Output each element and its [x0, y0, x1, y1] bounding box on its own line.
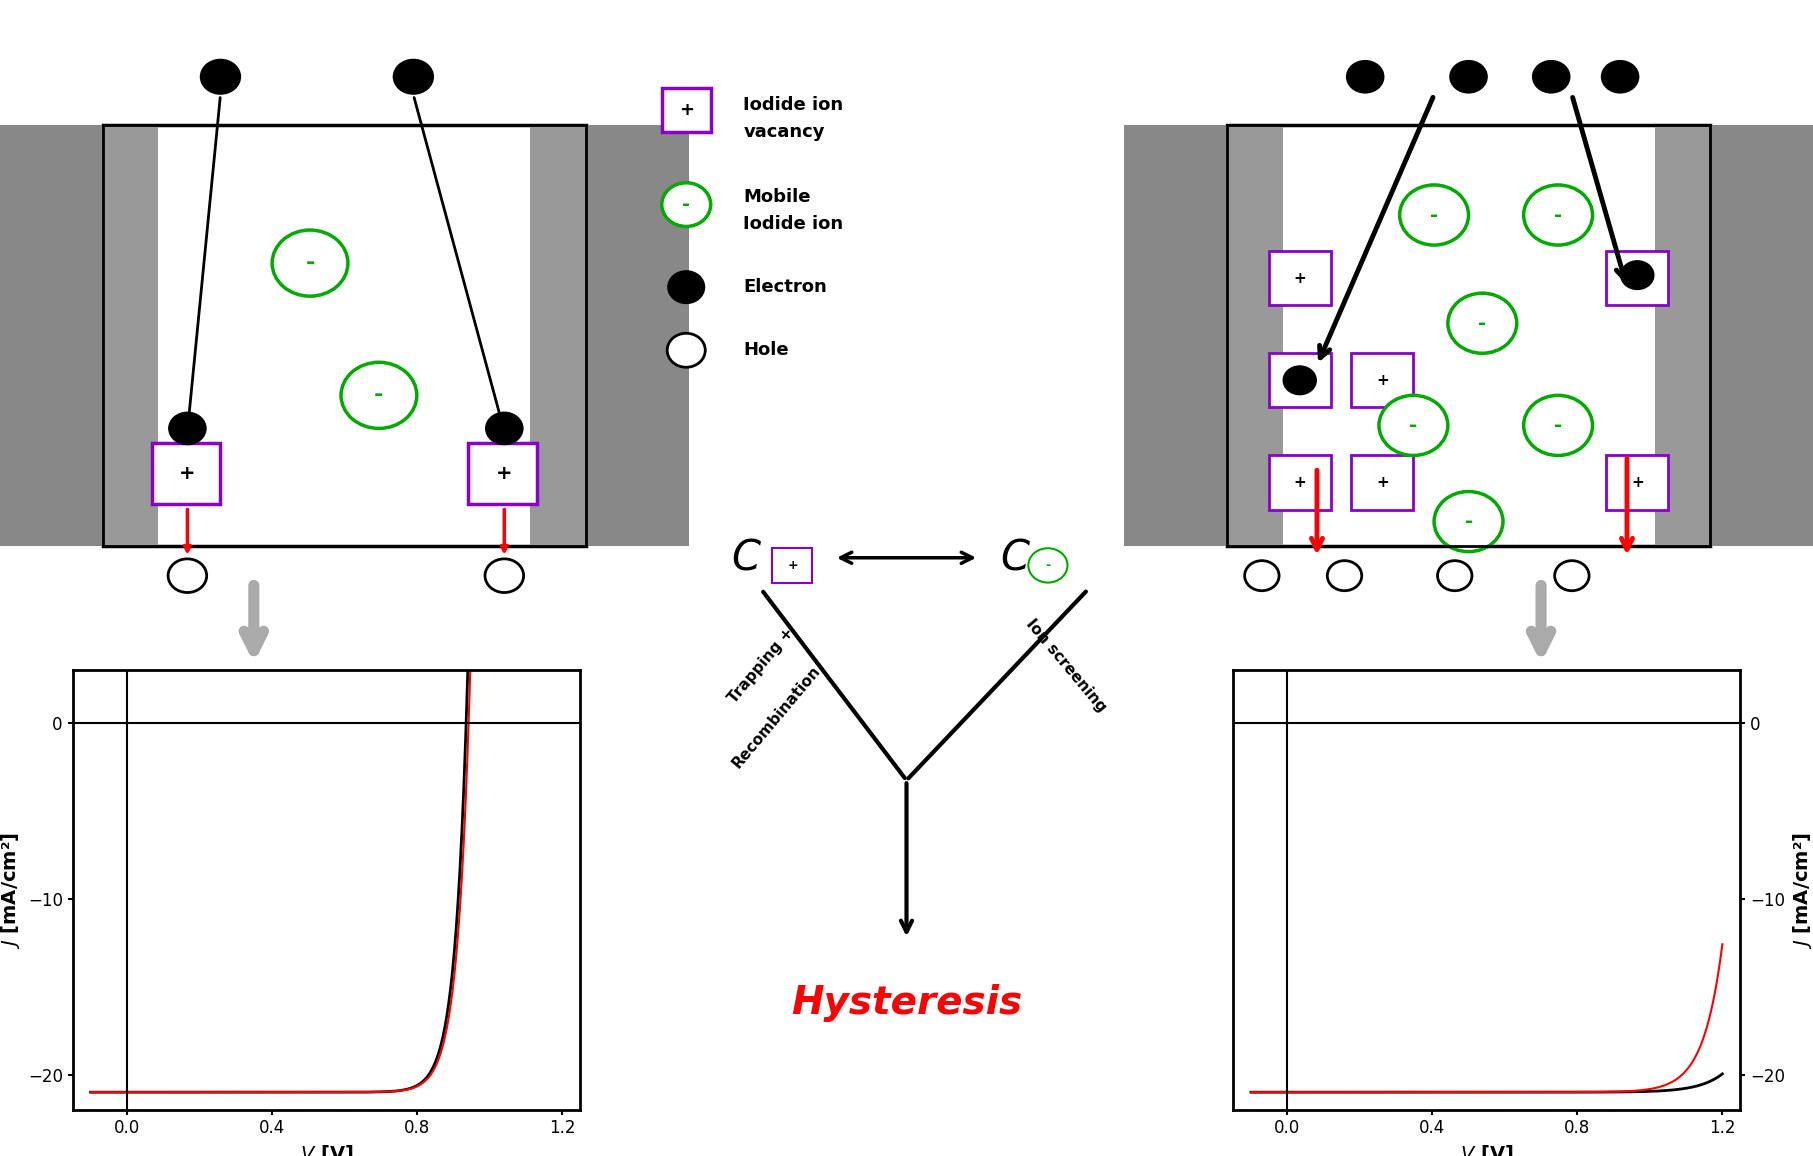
Circle shape: [199, 59, 241, 95]
Circle shape: [1523, 185, 1592, 245]
Circle shape: [1345, 60, 1385, 94]
Text: -: -: [305, 253, 315, 273]
Circle shape: [1282, 365, 1316, 395]
Bar: [586, 125, 689, 546]
FancyBboxPatch shape: [468, 444, 537, 504]
Text: +: +: [1376, 373, 1389, 387]
FancyBboxPatch shape: [1606, 455, 1668, 510]
Text: +: +: [179, 464, 196, 483]
Text: vacancy: vacancy: [743, 123, 825, 141]
Text: +: +: [1632, 475, 1644, 490]
Text: -: -: [1046, 558, 1050, 572]
Bar: [103, 125, 158, 546]
Circle shape: [486, 558, 524, 593]
Text: Trapping +: Trapping +: [725, 625, 798, 706]
Bar: [1124, 125, 1227, 546]
Text: Electron: Electron: [743, 279, 827, 296]
Circle shape: [1244, 561, 1280, 591]
Circle shape: [667, 271, 705, 304]
Text: +: +: [1293, 271, 1305, 286]
Text: $\mathit{C}$: $\mathit{C}$: [999, 536, 1032, 579]
FancyBboxPatch shape: [1351, 455, 1414, 510]
Text: +: +: [1293, 373, 1305, 387]
Bar: [0, 125, 103, 546]
Circle shape: [1327, 561, 1362, 591]
Circle shape: [272, 230, 348, 296]
X-axis label: $\mathit{V}$ [V]: $\mathit{V}$ [V]: [299, 1143, 354, 1156]
Circle shape: [1449, 60, 1488, 94]
Text: +: +: [1293, 475, 1305, 490]
Bar: [1227, 125, 1282, 546]
Circle shape: [1523, 395, 1592, 455]
Text: +: +: [1376, 475, 1389, 490]
Text: +: +: [497, 464, 513, 483]
Circle shape: [1601, 60, 1639, 94]
Circle shape: [486, 412, 524, 445]
FancyBboxPatch shape: [1269, 354, 1331, 407]
Bar: [531, 125, 586, 546]
Text: -: -: [682, 195, 691, 214]
Circle shape: [341, 362, 417, 429]
Text: +: +: [1632, 271, 1644, 286]
Y-axis label: $\mathit{J}$ [mA/cm²]: $\mathit{J}$ [mA/cm²]: [1791, 831, 1813, 949]
Circle shape: [1556, 561, 1590, 591]
Text: +: +: [678, 101, 694, 119]
Text: -: -: [1430, 206, 1438, 224]
Text: Recombination: Recombination: [729, 662, 823, 771]
Text: Hysteresis: Hysteresis: [790, 984, 1023, 1022]
Text: Ion screening: Ion screening: [1023, 616, 1110, 716]
Text: -: -: [1554, 206, 1563, 224]
Y-axis label: $\mathit{J}$ [mA/cm²]: $\mathit{J}$ [mA/cm²]: [0, 831, 22, 949]
FancyBboxPatch shape: [1269, 251, 1331, 305]
Bar: [1227, 125, 1710, 546]
FancyBboxPatch shape: [662, 88, 711, 132]
Circle shape: [1621, 260, 1655, 290]
FancyBboxPatch shape: [1269, 455, 1331, 510]
Text: +: +: [787, 558, 798, 572]
Text: $\mathit{C}$: $\mathit{C}$: [731, 536, 763, 579]
Text: -: -: [1554, 416, 1563, 435]
Text: -: -: [1478, 313, 1487, 333]
Text: Iodide ion: Iodide ion: [743, 96, 843, 114]
Text: -: -: [1465, 512, 1472, 531]
Text: -: -: [1409, 416, 1418, 435]
FancyBboxPatch shape: [1606, 251, 1668, 305]
Circle shape: [393, 59, 433, 95]
Circle shape: [1532, 60, 1570, 94]
Circle shape: [662, 183, 711, 227]
Text: Mobile: Mobile: [743, 188, 810, 206]
FancyBboxPatch shape: [152, 444, 221, 504]
Text: Hole: Hole: [743, 341, 789, 360]
Circle shape: [169, 558, 207, 593]
Circle shape: [1028, 548, 1068, 583]
Text: Iodide ion: Iodide ion: [743, 215, 843, 234]
Circle shape: [1438, 561, 1472, 591]
Text: -: -: [373, 385, 384, 406]
FancyBboxPatch shape: [772, 548, 812, 583]
Circle shape: [1400, 185, 1469, 245]
Circle shape: [1434, 491, 1503, 551]
Bar: [1710, 125, 1813, 546]
Bar: [103, 125, 586, 546]
X-axis label: $\mathit{V}$ [V]: $\mathit{V}$ [V]: [1459, 1143, 1514, 1156]
Circle shape: [1380, 395, 1449, 455]
Circle shape: [169, 412, 207, 445]
Circle shape: [667, 333, 705, 368]
Circle shape: [1449, 294, 1517, 354]
Bar: [1655, 125, 1710, 546]
FancyBboxPatch shape: [1351, 354, 1414, 407]
